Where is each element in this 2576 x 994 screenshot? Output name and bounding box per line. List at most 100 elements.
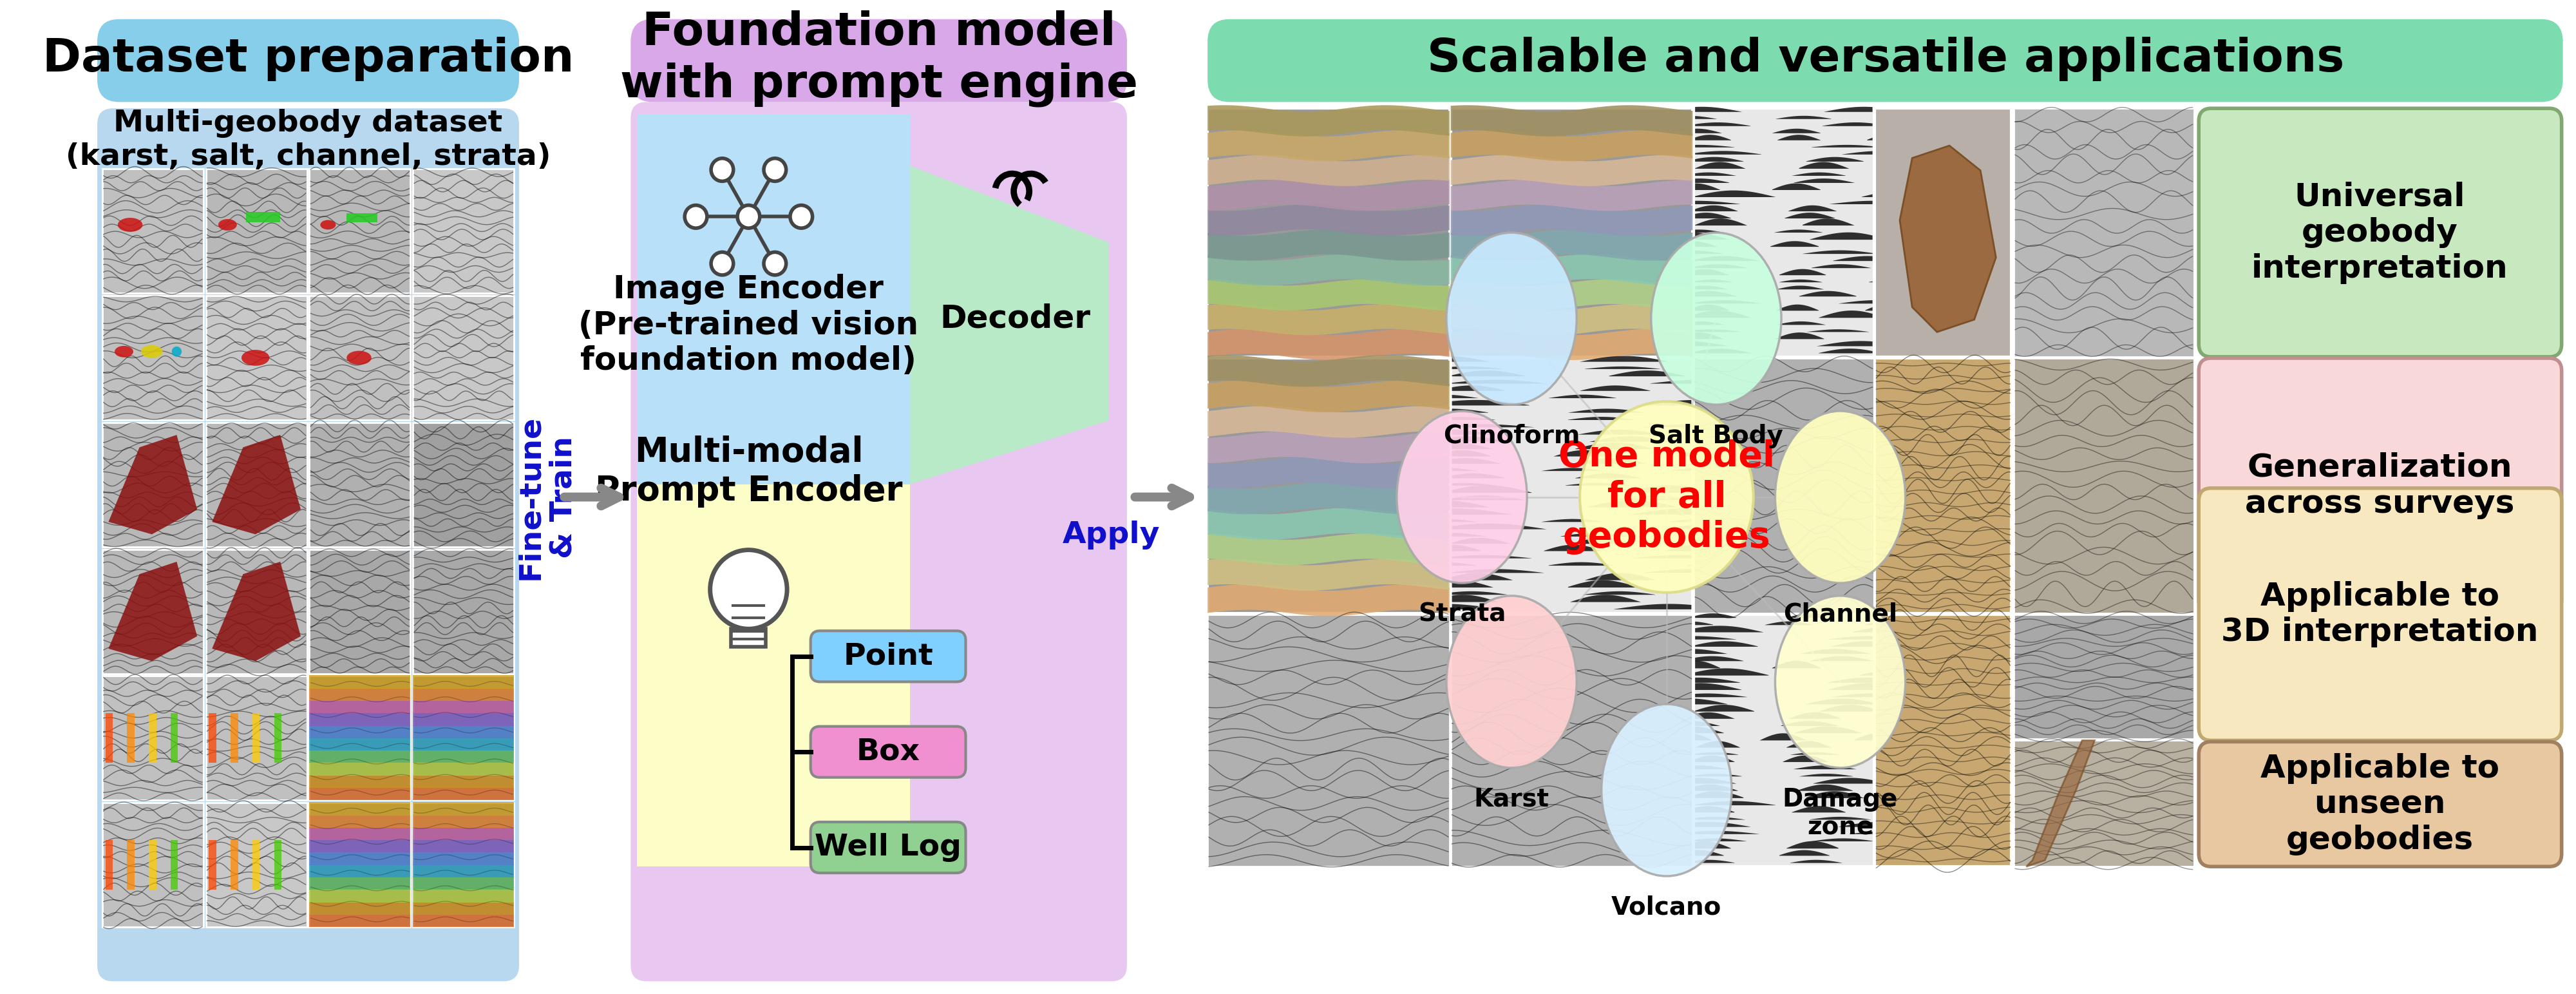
Text: Scalable and versatile applications: Scalable and versatile applications [1427,37,2344,81]
Bar [412,902,515,914]
Bar [273,840,281,890]
Bar [103,676,204,800]
Bar [309,815,410,828]
FancyBboxPatch shape [811,631,966,682]
Circle shape [711,158,734,181]
Text: Dataset preparation: Dataset preparation [41,37,574,81]
Bar [412,802,515,815]
Text: Image Encoder
(Pre-trained vision
foundation model): Image Encoder (Pre-trained vision founda… [580,273,920,377]
Circle shape [762,158,786,181]
Text: Volcano: Volcano [1613,896,1721,919]
Bar [309,852,410,865]
Bar [412,295,515,419]
Ellipse shape [1602,704,1731,876]
Bar [309,902,410,914]
Bar [412,676,515,689]
FancyBboxPatch shape [2200,358,2561,613]
Bar [232,714,237,763]
Ellipse shape [142,345,162,358]
Bar [1875,358,2012,613]
Text: Foundation model
with prompt engine: Foundation model with prompt engine [621,11,1139,106]
FancyBboxPatch shape [811,822,966,873]
Bar [309,550,410,674]
Polygon shape [211,562,301,661]
Bar [309,169,410,293]
Text: Clinoform: Clinoform [1443,423,1579,448]
Bar [412,169,515,293]
Bar [247,212,281,223]
Bar [309,738,410,750]
FancyBboxPatch shape [631,102,1126,981]
Bar [1208,358,1450,613]
Bar [309,701,410,714]
Circle shape [791,205,811,229]
Bar [206,550,307,674]
Ellipse shape [219,219,237,231]
FancyBboxPatch shape [2200,108,2561,357]
Circle shape [762,252,786,275]
Bar [412,762,515,775]
Text: Generalization
across surveys: Generalization across surveys [2246,452,2514,519]
Bar [348,214,379,223]
FancyBboxPatch shape [98,108,520,981]
Bar [206,676,307,800]
Polygon shape [211,435,301,535]
Text: Box: Box [855,738,920,766]
Bar [732,629,765,647]
Bar [412,852,515,865]
FancyBboxPatch shape [98,19,520,102]
Bar [1875,108,2012,357]
Bar [309,827,410,840]
Circle shape [711,252,734,275]
Ellipse shape [116,346,134,357]
Circle shape [711,550,788,629]
Bar [309,787,410,800]
Text: Universal
geobody
interpretation: Universal geobody interpretation [2251,181,2509,284]
Bar [412,877,515,890]
Bar [412,676,515,800]
Bar [412,865,515,878]
Bar [170,714,178,763]
FancyBboxPatch shape [631,19,1126,102]
Bar [309,802,410,815]
Ellipse shape [118,218,142,232]
Text: One model
for all
geobodies: One model for all geobodies [1558,439,1775,555]
Bar [412,550,515,674]
Text: Multi-geobody dataset
(karst, salt, channel, strata): Multi-geobody dataset (karst, salt, chan… [64,109,551,172]
Ellipse shape [1775,411,1906,583]
Ellipse shape [1396,411,1528,583]
Text: Fine-tune
& Train: Fine-tune & Train [515,414,577,580]
Ellipse shape [1579,402,1754,592]
Bar [106,840,113,890]
Text: Point: Point [842,642,933,671]
Ellipse shape [348,351,371,365]
Bar [126,714,134,763]
FancyBboxPatch shape [811,727,966,777]
Polygon shape [108,562,198,661]
Bar [170,840,178,890]
Bar [206,422,307,547]
Text: Strata: Strata [1417,602,1507,626]
Bar [1875,614,2012,867]
Circle shape [685,205,706,229]
Bar [1208,108,1450,357]
Bar [309,803,410,927]
Bar [309,865,410,878]
FancyBboxPatch shape [2200,742,2561,867]
Bar [206,295,307,419]
Bar [309,890,410,903]
Bar [309,676,410,689]
Bar [412,827,515,840]
Bar [206,803,307,927]
Bar [309,877,410,890]
Polygon shape [909,166,1108,484]
Bar [412,840,515,853]
Bar [206,169,307,293]
Bar [103,295,204,419]
Bar [2014,614,2195,740]
Bar [1875,358,2012,613]
Polygon shape [1901,146,1996,332]
Bar [309,726,410,739]
Ellipse shape [1445,233,1577,405]
Bar [1450,108,1692,357]
